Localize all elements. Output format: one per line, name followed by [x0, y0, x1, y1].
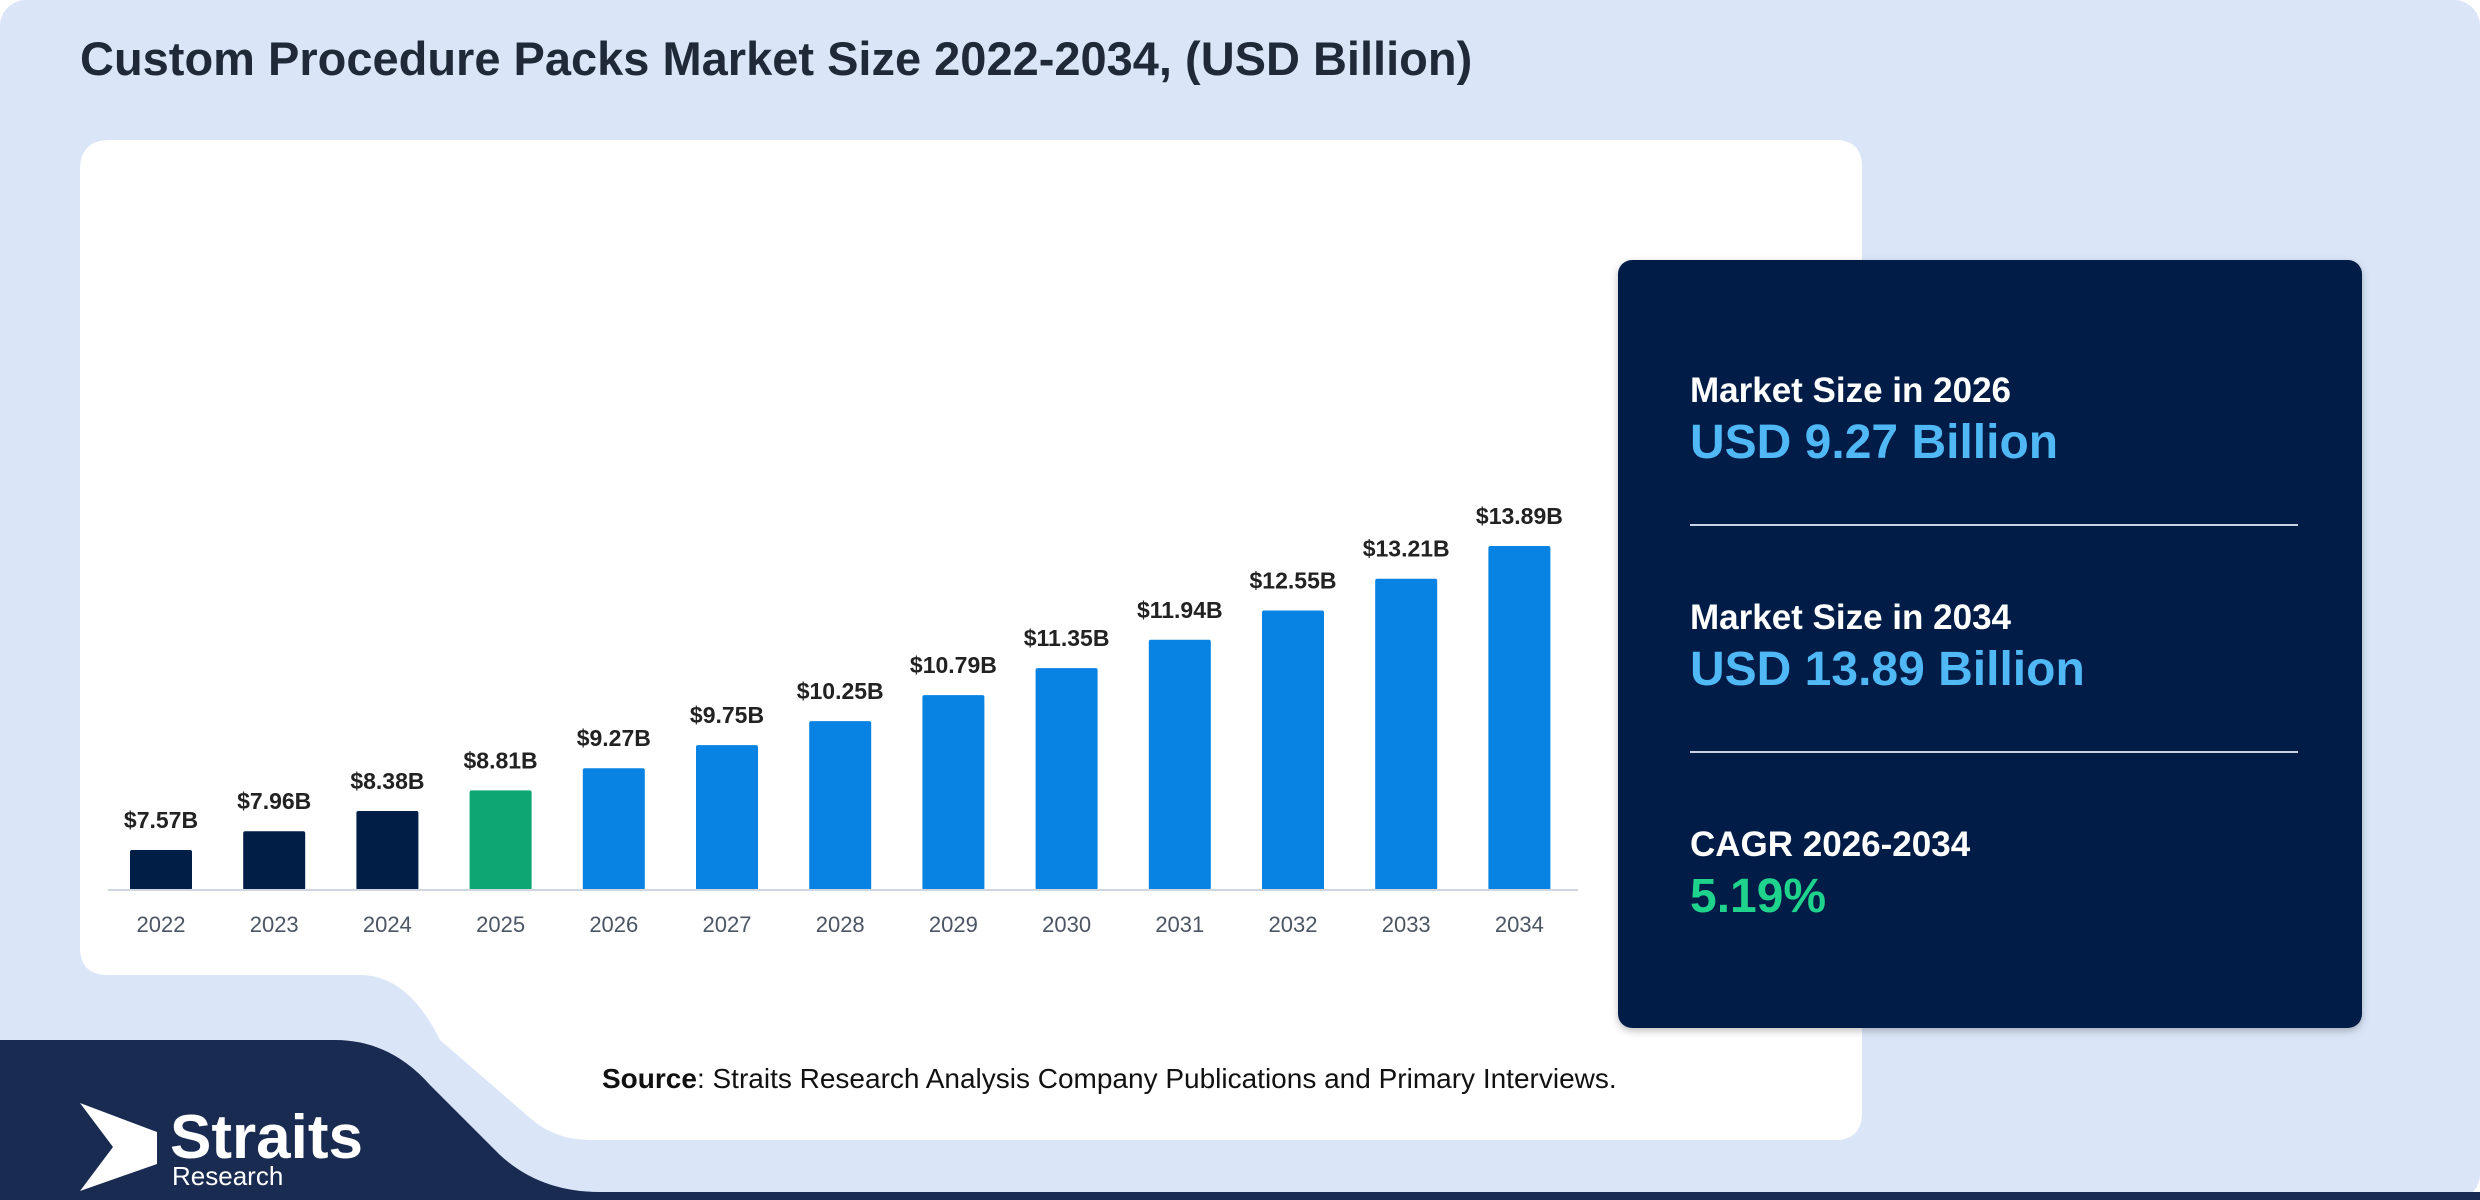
- data-label-2025: $8.81B: [464, 747, 538, 773]
- x-tick-label-2032: 2032: [1269, 912, 1318, 937]
- stat-value: USD 13.89 Billion: [1690, 643, 2085, 696]
- bar-2031: [1148, 639, 1211, 890]
- data-label-2032: $12.55B: [1250, 567, 1337, 593]
- data-label-2023: $7.96B: [237, 788, 311, 814]
- x-tick-label-2022: 2022: [137, 912, 186, 937]
- bar-2029: [922, 695, 985, 890]
- data-label-2028: $10.25B: [797, 678, 884, 704]
- data-label-2034: $13.89B: [1476, 503, 1563, 529]
- bar-2032: [1262, 610, 1324, 890]
- bar-2030: [1035, 668, 1098, 890]
- bar-2033: [1375, 578, 1438, 890]
- data-label-2022: $7.57B: [124, 807, 198, 833]
- bar-2026: [582, 768, 645, 890]
- straits-logo[interactable]: Straits Research: [80, 1103, 363, 1191]
- x-tick-label-2029: 2029: [929, 912, 978, 937]
- bar-2028: [809, 721, 872, 890]
- data-label-2031: $11.94B: [1137, 597, 1223, 623]
- logo-subtitle: Research: [172, 1161, 283, 1191]
- x-tick-label-2030: 2030: [1042, 912, 1091, 937]
- data-label-2030: $11.35B: [1024, 625, 1110, 651]
- x-tick-label-2024: 2024: [363, 912, 412, 937]
- stat-value: 5.19%: [1690, 870, 1826, 923]
- stat-label: CAGR 2026-2034: [1690, 825, 1971, 864]
- stat-cagr: CAGR 2026-2034 5.19%: [1690, 825, 1971, 923]
- data-label-2026: $9.27B: [577, 725, 651, 751]
- stat-label: Market Size in 2026: [1690, 371, 2011, 410]
- stat-value: USD 9.27 Billion: [1690, 416, 2058, 469]
- straits-arrow-logo-icon: [80, 1103, 157, 1191]
- x-tick-label-2034: 2034: [1495, 912, 1544, 937]
- chart-title: Custom Procedure Packs Market Size 2022-…: [80, 32, 1472, 85]
- bar-2024: [356, 811, 419, 890]
- x-tick-label-2028: 2028: [816, 912, 865, 937]
- source-note: Source: Straits Research Analysis Compan…: [602, 1063, 1617, 1094]
- x-tick-label-2026: 2026: [589, 912, 638, 937]
- data-label-2024: $8.38B: [350, 768, 424, 794]
- stat-market-size-2026: Market Size in 2026 USD 9.27 Billion: [1690, 371, 2058, 469]
- bar-series: $7.57B 2022 $7.96B 2023 $8.38B 2024 $8.81B 2025…: [124, 503, 1563, 937]
- source-text: : Straits Research Analysis Company Publ…: [697, 1063, 1617, 1094]
- bar-2034: [1488, 546, 1551, 890]
- x-tick-label-2025: 2025: [476, 912, 525, 937]
- data-label-2029: $10.79B: [910, 652, 997, 678]
- x-tick-label-2023: 2023: [250, 912, 299, 937]
- bar-2027: [696, 745, 758, 890]
- x-tick-label-2027: 2027: [703, 912, 752, 937]
- stat-label: Market Size in 2034: [1690, 598, 2012, 637]
- stat-market-size-2034: Market Size in 2034 USD 13.89 Billion: [1690, 598, 2085, 696]
- data-label-2027: $9.75B: [690, 702, 764, 728]
- data-label-2033: $13.21B: [1363, 536, 1450, 562]
- bar-2025: [469, 790, 532, 890]
- source-label: Source: [602, 1063, 697, 1094]
- x-tick-label-2033: 2033: [1382, 912, 1431, 937]
- footer-band: [0, 1040, 2480, 1200]
- bar-2022: [130, 850, 192, 890]
- stats-card: [1618, 260, 2362, 1028]
- x-tick-label-2031: 2031: [1155, 912, 1204, 937]
- logo-name: Straits: [170, 1103, 363, 1172]
- bar-2023: [243, 831, 306, 890]
